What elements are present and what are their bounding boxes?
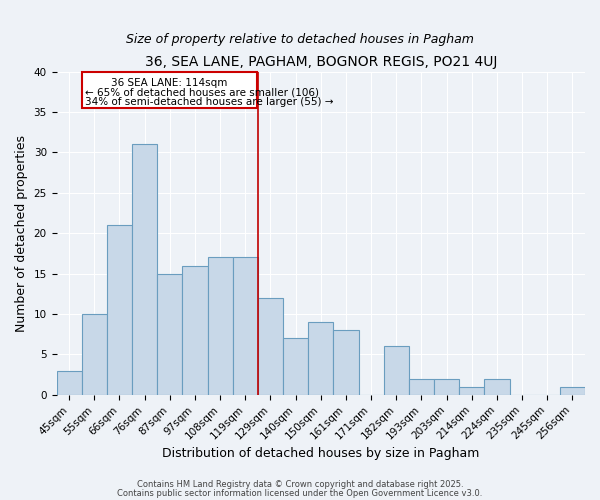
Bar <box>459 387 484 395</box>
Bar <box>82 314 107 395</box>
Text: Contains HM Land Registry data © Crown copyright and database right 2025.: Contains HM Land Registry data © Crown c… <box>137 480 463 489</box>
Bar <box>484 378 509 395</box>
Text: Size of property relative to detached houses in Pagham: Size of property relative to detached ho… <box>126 32 474 46</box>
Bar <box>56 370 82 395</box>
Bar <box>157 274 182 395</box>
X-axis label: Distribution of detached houses by size in Pagham: Distribution of detached houses by size … <box>162 447 479 460</box>
Bar <box>107 225 132 395</box>
FancyBboxPatch shape <box>82 72 257 108</box>
Bar <box>208 258 233 395</box>
Bar <box>560 387 585 395</box>
Bar <box>132 144 157 395</box>
Bar <box>383 346 409 395</box>
Bar <box>308 322 334 395</box>
Bar <box>233 258 258 395</box>
Bar <box>334 330 359 395</box>
Bar <box>182 266 208 395</box>
Bar <box>434 378 459 395</box>
Text: Contains public sector information licensed under the Open Government Licence v3: Contains public sector information licen… <box>118 489 482 498</box>
Y-axis label: Number of detached properties: Number of detached properties <box>15 134 28 332</box>
Bar <box>409 378 434 395</box>
Text: 36 SEA LANE: 114sqm: 36 SEA LANE: 114sqm <box>111 78 227 88</box>
Text: ← 65% of detached houses are smaller (106): ← 65% of detached houses are smaller (10… <box>85 88 319 98</box>
Title: 36, SEA LANE, PAGHAM, BOGNOR REGIS, PO21 4UJ: 36, SEA LANE, PAGHAM, BOGNOR REGIS, PO21… <box>145 55 497 69</box>
Bar <box>258 298 283 395</box>
Text: 34% of semi-detached houses are larger (55) →: 34% of semi-detached houses are larger (… <box>85 98 334 108</box>
Bar <box>283 338 308 395</box>
